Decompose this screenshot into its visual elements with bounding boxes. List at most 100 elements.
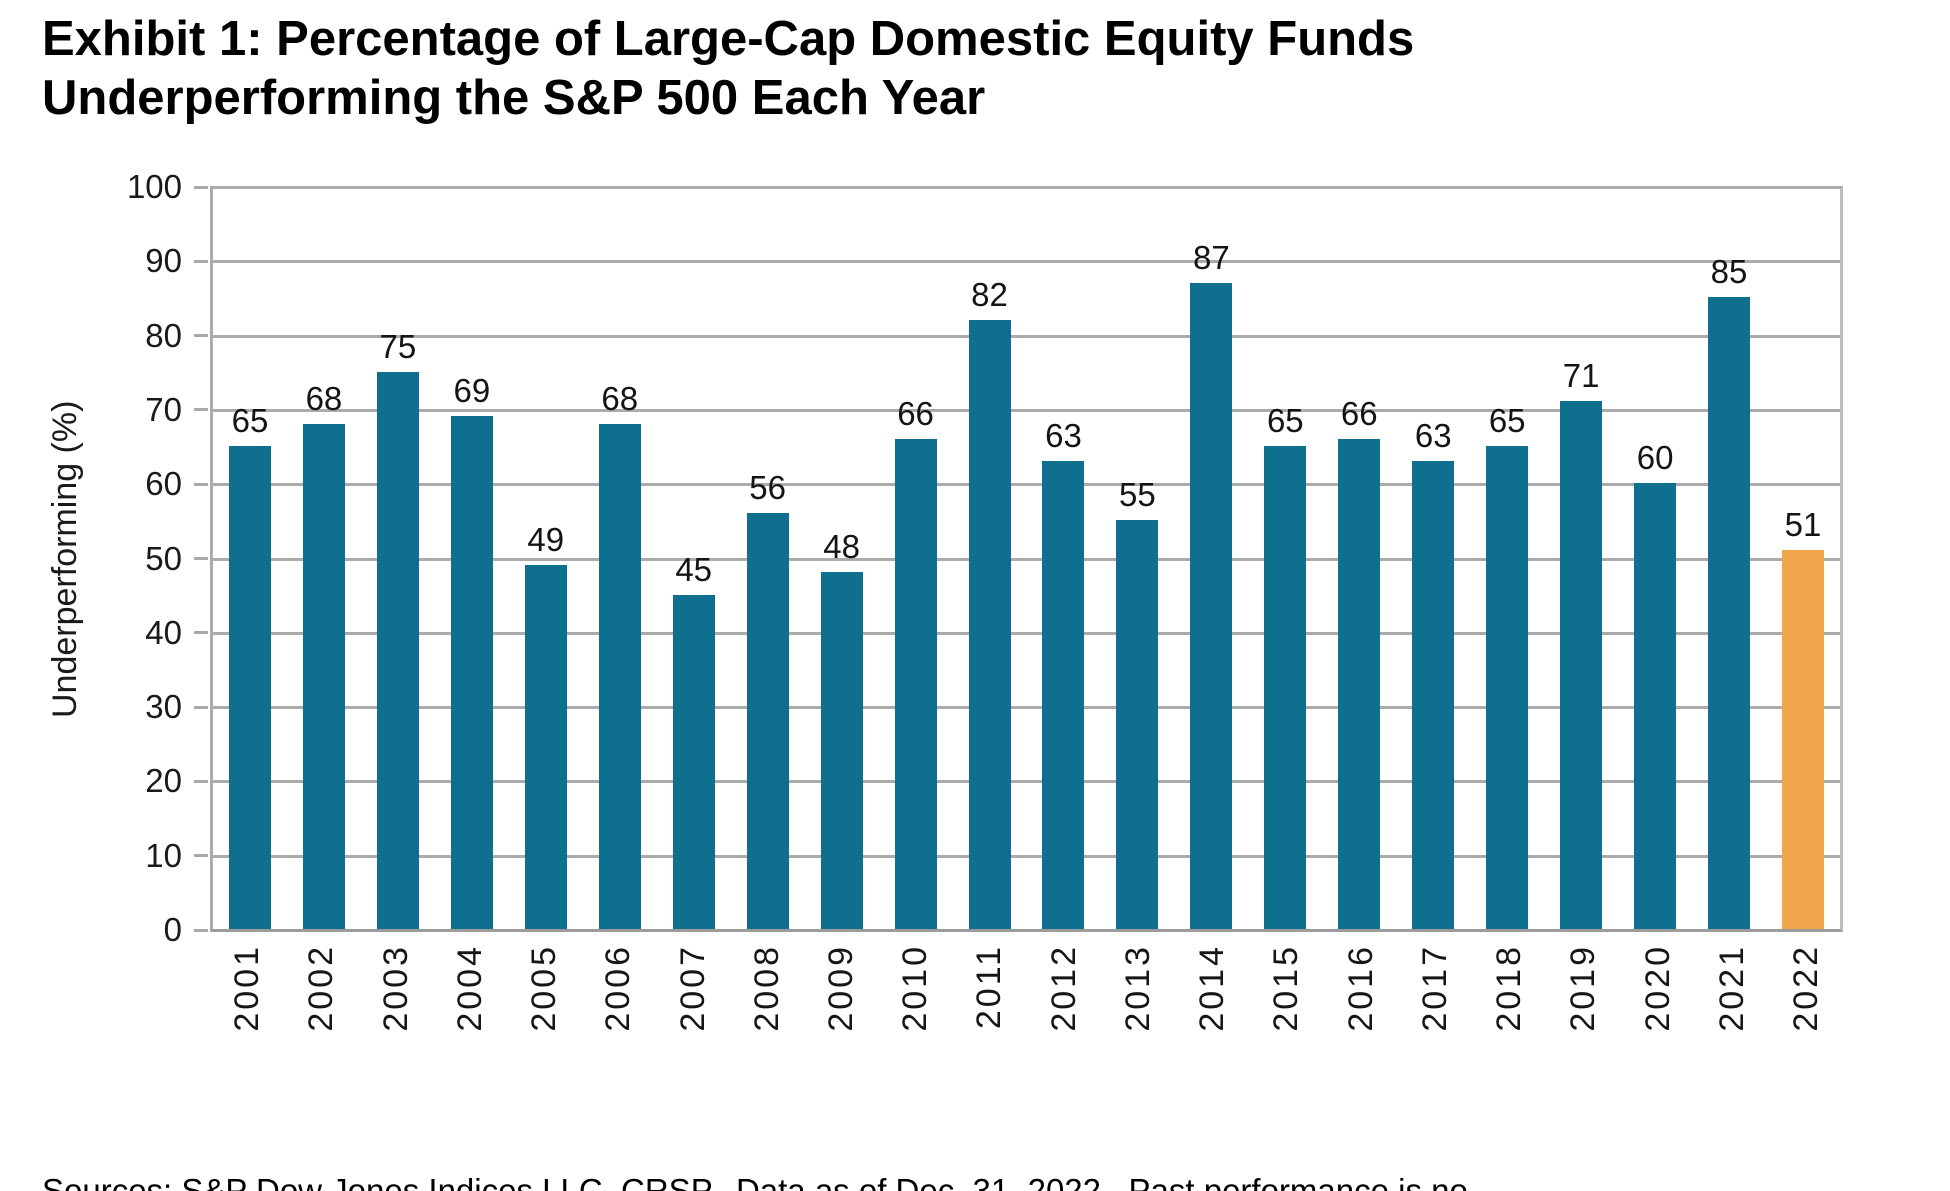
x-tick-label: 2016 xyxy=(1341,944,1380,1032)
bar-value-label: 63 xyxy=(1045,417,1082,454)
bar-value-label: 75 xyxy=(379,328,417,365)
bar-2015 xyxy=(1264,446,1307,929)
bar-value-label: 66 xyxy=(1340,395,1378,432)
y-tick-label: 50 xyxy=(145,540,182,577)
bar-value-label: 69 xyxy=(453,372,491,409)
gridline xyxy=(213,409,1840,412)
y-tick-mark xyxy=(194,483,208,486)
bar-slot-2013: 55 xyxy=(1100,189,1174,929)
bar-2017 xyxy=(1412,461,1455,929)
bar-2009 xyxy=(820,572,863,929)
bar-slot-2009: 48 xyxy=(805,189,879,929)
bar-2007 xyxy=(672,595,715,929)
bar-2014 xyxy=(1190,283,1233,929)
bar-2013 xyxy=(1116,520,1159,929)
bar-slot-2004: 69 xyxy=(435,189,509,929)
gridline xyxy=(213,855,1840,858)
bar-series: 65 68 75 69 49 68 45 56 48 66 82 63 55 87 65 66 63 65 71 60… xyxy=(213,189,1840,929)
y-tick-label: 90 xyxy=(145,242,182,279)
bar-2003 xyxy=(376,372,419,929)
gridline xyxy=(213,260,1840,263)
bar-value-label: 68 xyxy=(601,380,639,417)
bar-2010 xyxy=(894,439,937,929)
x-tick-label: 2001 xyxy=(228,944,267,1032)
x-tick-cell: 2011 xyxy=(952,944,1026,1029)
x-tick-label: 2022 xyxy=(1787,944,1826,1032)
bar-slot-2006: 68 xyxy=(583,189,657,929)
bar-slot-2002: 68 xyxy=(287,189,361,929)
bar-2006 xyxy=(598,424,641,929)
x-tick-label: 2011 xyxy=(970,944,1009,1030)
bar-value-label: 48 xyxy=(823,528,860,565)
x-tick-cell: 2001 xyxy=(210,944,284,1032)
x-tick-label: 2009 xyxy=(821,944,860,1032)
x-tick-label: 2014 xyxy=(1193,944,1232,1032)
x-tick-label: 2021 xyxy=(1712,944,1751,1032)
x-tick-cell: 2006 xyxy=(581,944,655,1032)
x-tick-label: 2007 xyxy=(673,944,712,1032)
bar-slot-2015: 65 xyxy=(1248,189,1322,929)
x-tick-cell: 2014 xyxy=(1175,944,1249,1032)
y-tick-label: 10 xyxy=(145,837,182,874)
bar-value-label: 82 xyxy=(971,276,1008,313)
bar-2020 xyxy=(1634,483,1677,929)
y-tick-mark xyxy=(194,854,208,857)
y-tick-mark xyxy=(194,929,208,932)
x-tick-label: 2004 xyxy=(450,944,489,1032)
x-tick-cell: 2021 xyxy=(1695,944,1769,1032)
x-tick-label: 2019 xyxy=(1564,944,1603,1032)
bar-value-label: 65 xyxy=(231,402,269,439)
x-tick-label: 2020 xyxy=(1638,944,1677,1032)
x-tick-cell: 2016 xyxy=(1324,944,1398,1032)
bar-value-label: 45 xyxy=(675,551,713,588)
x-tick-cell: 2012 xyxy=(1027,944,1101,1032)
y-tick-label: 100 xyxy=(126,168,182,205)
bar-slot-2020: 60 xyxy=(1618,189,1692,929)
y-tick-label: 60 xyxy=(145,465,182,502)
y-tick-label: 20 xyxy=(145,762,182,799)
y-tick-mark xyxy=(194,408,208,411)
exhibit-title: Exhibit 1: Percentage of Large-Cap Domes… xyxy=(42,10,1414,128)
gridline xyxy=(213,335,1840,338)
x-tick-cell: 2019 xyxy=(1546,944,1620,1032)
bar-value-label: 68 xyxy=(305,380,343,417)
gridline xyxy=(213,558,1840,561)
x-tick-label: 2005 xyxy=(525,944,564,1032)
bar-2002 xyxy=(302,424,345,929)
x-tick-cell: 2005 xyxy=(507,944,581,1032)
bar-value-label: 55 xyxy=(1119,476,1156,513)
y-tick-mark xyxy=(194,186,208,189)
x-tick-label: 2017 xyxy=(1415,944,1454,1032)
x-tick-cell: 2010 xyxy=(878,944,952,1032)
plot-area: 65 68 75 69 49 68 45 56 48 66 82 63 55 87 65 66 63 65 71 60… xyxy=(210,186,1843,932)
bar-slot-2016: 66 xyxy=(1322,189,1396,929)
x-tick-label: 2003 xyxy=(376,944,415,1032)
y-tick-mark xyxy=(194,260,208,263)
bar-slot-2014: 87 xyxy=(1174,189,1248,929)
bar-slot-2008: 56 xyxy=(731,189,805,929)
bar-2012 xyxy=(1042,461,1085,929)
source-note-line1: Sources: S&P Dow Jones Indices LLC, CRSP… xyxy=(42,1172,1468,1191)
y-tick-mark xyxy=(194,631,208,634)
y-tick-label: 80 xyxy=(145,317,182,354)
bar-value-label: 51 xyxy=(1784,506,1822,543)
bar-2022 xyxy=(1781,550,1824,929)
gridline xyxy=(213,483,1840,486)
gridline xyxy=(213,780,1840,783)
x-tick-cell: 2017 xyxy=(1398,944,1472,1032)
bar-2021 xyxy=(1708,297,1751,929)
y-tick-label: 0 xyxy=(163,911,182,948)
gridline xyxy=(213,632,1840,635)
bar-slot-2019: 71 xyxy=(1544,189,1618,929)
exhibit-title-line2: Underperforming the S&P 500 Each Year xyxy=(42,71,986,125)
bar-2019 xyxy=(1560,401,1603,929)
bar-slot-2021: 85 xyxy=(1692,189,1766,929)
x-tick-label: 2018 xyxy=(1490,944,1529,1032)
x-tick-cell: 2003 xyxy=(358,944,432,1032)
bar-2004 xyxy=(450,416,493,929)
x-tick-cell: 2022 xyxy=(1769,944,1843,1032)
bar-slot-2017: 63 xyxy=(1396,189,1470,929)
exhibit-title-line1: Exhibit 1: Percentage of Large-Cap Domes… xyxy=(42,12,1415,66)
y-tick-mark xyxy=(194,780,208,783)
